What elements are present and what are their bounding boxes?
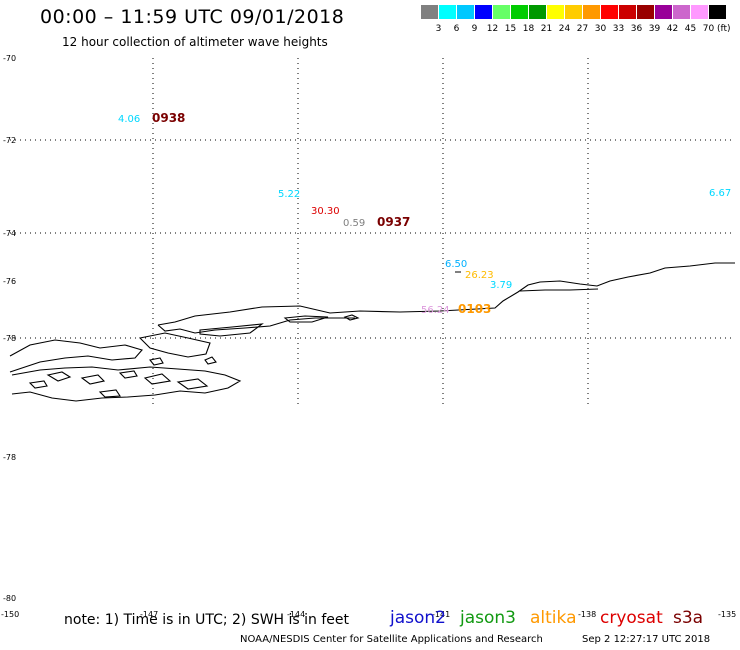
coast-island: [283, 315, 329, 323]
wave-height-value: 6.67: [709, 188, 731, 199]
coast-island: [11, 366, 242, 402]
lon-label: -144: [287, 610, 305, 619]
observation-time: 0937: [377, 215, 410, 229]
color-swatch: [655, 5, 672, 19]
coast-island: [143, 373, 172, 385]
coast-island: [149, 357, 164, 366]
wave-height-value: 0.59: [343, 218, 365, 229]
color-swatch: [421, 5, 438, 19]
lat-label: -70: [3, 54, 16, 63]
legend-jason2: jason2: [390, 608, 446, 628]
coast-island: [176, 378, 209, 390]
swatch-label: 24: [558, 24, 571, 34]
lon-label: -147: [140, 610, 158, 619]
observations: 4.06 0938 5.22 30.30 0.59 0937 6.67 6.50…: [118, 111, 731, 316]
swatch-label: 36: [630, 24, 643, 34]
lat-label: -78: [3, 334, 16, 343]
coastline: [9, 262, 735, 402]
longitude-labels: -150 -147 -144 -141 -138 -135: [1, 610, 736, 619]
wave-height-value: 5.22: [278, 189, 300, 200]
color-swatch: [583, 5, 600, 19]
lon-label: -150: [1, 610, 19, 619]
wave-height-value: 6.50: [445, 259, 467, 270]
wave-height-value: 3.79: [490, 280, 512, 291]
swatch-label: 39: [648, 24, 661, 34]
color-swatch: [619, 5, 636, 19]
coast-island: [28, 380, 48, 389]
coast-island: [204, 356, 217, 365]
swatch-label: 3: [435, 24, 442, 34]
legend-s3a: s3a: [673, 608, 704, 628]
color-swatch: [691, 5, 708, 19]
lon-label: -138: [578, 610, 596, 619]
swatch-label: 33: [612, 24, 625, 34]
legend-jason3: jason3: [460, 608, 516, 628]
map-title: 00:00 – 11:59 UTC 09/01/2018: [40, 6, 345, 28]
scale-unit-label: (ft): [717, 24, 731, 34]
swatch-label: 27: [576, 24, 589, 34]
observation-time: 0103: [458, 302, 491, 316]
swatch-label: 45: [684, 24, 697, 34]
units-note: note: 1) Time is in UTC; 2) SWH is in fe…: [64, 612, 350, 628]
color-swatch: [439, 5, 456, 19]
lat-label: -74: [3, 229, 16, 238]
coast-island: [138, 332, 211, 358]
color-swatch: [637, 5, 654, 19]
color-swatch: [529, 5, 546, 19]
coast-island: [343, 314, 360, 321]
latitude-labels: -70 -72 -74 -76 -78 -78 -80: [3, 54, 16, 603]
timestamp-footer: Sep 2 12:27:17 UTC 2018: [582, 634, 711, 645]
legend-cryosat: cryosat: [600, 608, 663, 628]
swatch-label: 30: [594, 24, 607, 34]
wave-height-value: 4.06: [118, 114, 140, 125]
color-swatch: [493, 5, 510, 19]
swatch-label: 12: [486, 24, 499, 34]
swatch-label: 9: [471, 24, 478, 34]
wave-height-value: 26.23: [465, 270, 494, 281]
color-swatch: [709, 5, 726, 19]
observation-time: 0938: [152, 111, 185, 125]
coast-island: [118, 370, 138, 379]
lat-label: -78: [3, 453, 16, 462]
legend-altika: altika: [530, 608, 577, 628]
coast-island: [199, 323, 264, 337]
swatch-label: 70: [702, 24, 715, 34]
swatch-label: 18: [522, 24, 535, 34]
coast-island: [9, 339, 143, 373]
color-swatch: [475, 5, 492, 19]
coast-island: [80, 374, 106, 385]
lat-label: -76: [3, 277, 16, 286]
swatch-label: 15: [504, 24, 517, 34]
ice-shelf-edge: [157, 262, 735, 326]
wave-height-value: 30.30: [311, 206, 340, 217]
color-swatch: [601, 5, 618, 19]
coast-island: [98, 389, 121, 398]
map-subtitle: 12 hour collection of altimeter wave hei…: [62, 35, 328, 49]
ice-shelf-edge: [519, 288, 599, 292]
color-swatch: [565, 5, 582, 19]
swatch-label: 6: [453, 24, 460, 34]
wave-height-value: 56.24: [421, 305, 450, 316]
graticule: [10, 58, 735, 405]
color-swatch: [673, 5, 690, 19]
lon-label: -141: [432, 610, 450, 619]
swatch-label: 21: [540, 24, 553, 34]
color-swatch: [511, 5, 528, 19]
lat-label: -72: [3, 136, 16, 145]
lat-label: -80: [3, 594, 16, 603]
coast-island: [46, 371, 72, 382]
credit-footer: NOAA/NESDIS Center for Satellite Applica…: [240, 634, 543, 645]
color-swatch: [457, 5, 474, 19]
ice-shelf-edge: [157, 317, 355, 334]
lon-label: -135: [718, 610, 736, 619]
swatch-label: 42: [666, 24, 679, 34]
color-swatch: [547, 5, 564, 19]
